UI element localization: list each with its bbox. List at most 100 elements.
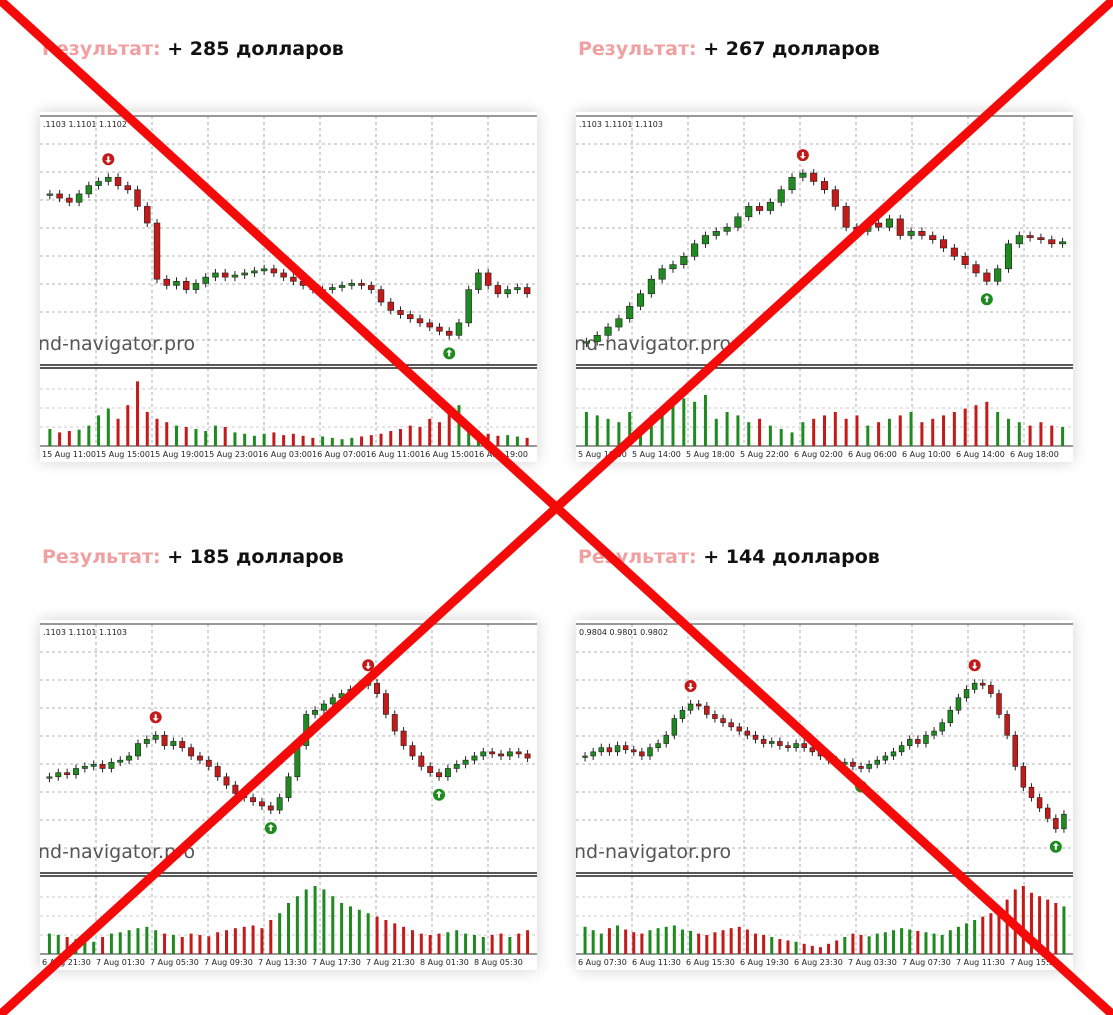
volume-bar	[997, 906, 1001, 954]
candle	[153, 222, 161, 280]
candle	[788, 176, 796, 191]
buy-signal	[443, 347, 456, 360]
volume-bar	[1005, 899, 1009, 954]
volume-bar	[67, 431, 71, 446]
candle	[170, 741, 177, 746]
signal-arrow	[446, 349, 453, 357]
volume-bar	[366, 913, 370, 954]
volume-bar	[823, 415, 826, 446]
candle	[639, 751, 645, 757]
volume-bar	[233, 928, 237, 954]
volume-bar	[350, 437, 354, 446]
candle	[445, 330, 453, 336]
candle	[267, 805, 274, 811]
candle	[514, 287, 521, 290]
candle	[593, 335, 601, 342]
candle	[46, 193, 54, 196]
candle	[416, 318, 424, 324]
chart-panel: .1103 1.1101 1.1103 nd-navigator.pro 5 Aug…	[576, 112, 1073, 462]
volume-bar	[118, 932, 122, 954]
volume-bar	[924, 932, 928, 954]
volume-bar	[437, 933, 441, 954]
candle	[606, 747, 613, 753]
candle	[391, 714, 398, 732]
candle	[647, 278, 655, 295]
candle	[736, 726, 743, 732]
candle	[426, 322, 433, 328]
result-title: Результат: + 285 долларов	[42, 38, 344, 60]
candle	[842, 206, 850, 228]
candle	[377, 289, 385, 303]
x-tick-label: 15 Aug 15:00	[96, 450, 150, 459]
x-tick-label: 7 Aug 07:30	[902, 958, 951, 967]
candle	[250, 797, 257, 803]
sell-signal	[102, 153, 115, 166]
candle	[183, 280, 190, 290]
volume-bar	[291, 433, 295, 446]
volume-bar	[866, 425, 870, 446]
candle	[1028, 786, 1035, 798]
x-tick-label: 5 Aug 14:00	[632, 450, 681, 459]
candle	[831, 189, 839, 207]
volume-bar	[725, 412, 729, 446]
buy-signal	[1049, 840, 1062, 853]
x-tick-label: 6 Aug 11:30	[632, 958, 681, 967]
candle	[409, 745, 416, 757]
candle	[918, 231, 926, 236]
candle	[368, 285, 375, 290]
candle	[972, 264, 980, 274]
candle	[475, 272, 482, 290]
x-tick-label: 7 Aug 13:30	[258, 958, 307, 967]
candle	[99, 764, 106, 769]
candle	[489, 751, 496, 755]
volume-bar	[189, 933, 193, 954]
candle	[436, 772, 442, 778]
candle	[163, 278, 170, 286]
candle	[906, 739, 913, 746]
x-tick-label: 5 Aug 22:00	[740, 450, 789, 459]
chart: .1103 1.1101 1.1103 nd-navigator.pro 6 Aug…	[40, 623, 537, 967]
volume-bar	[607, 928, 611, 954]
candle	[85, 185, 93, 195]
volume-bar	[843, 937, 847, 954]
volume-bar	[1062, 906, 1066, 954]
candle	[766, 201, 774, 211]
candle	[173, 280, 180, 286]
candle	[276, 797, 283, 811]
volume-bar	[83, 940, 87, 954]
volume-bar	[778, 939, 782, 954]
candle	[809, 747, 816, 753]
volume-bar	[786, 940, 790, 954]
volume-bar	[106, 408, 110, 446]
volume-bar	[974, 405, 978, 446]
volume-bar	[269, 920, 273, 954]
volume-bar	[282, 435, 286, 446]
volume-bar	[109, 933, 113, 954]
x-tick-label: 6 Aug 07:30	[578, 958, 627, 967]
volume-bar	[584, 412, 588, 446]
candle	[338, 285, 346, 288]
volume-bar	[606, 418, 610, 446]
volume-bar	[204, 431, 208, 446]
candle	[647, 747, 653, 757]
candle	[232, 784, 239, 794]
candle	[179, 741, 186, 748]
volume-bar	[703, 395, 707, 446]
candle	[231, 274, 239, 278]
volume-bar	[851, 933, 855, 954]
candle	[161, 734, 168, 746]
candle	[358, 283, 365, 286]
volume-bar	[272, 432, 276, 446]
volume-bar	[981, 916, 985, 954]
candle	[515, 751, 522, 755]
volume-bar	[47, 933, 51, 954]
volume-bar	[301, 435, 305, 446]
watermark: nd-navigator.pro	[576, 841, 731, 863]
candle	[614, 745, 621, 753]
x-tick-label: 6 Aug 21:30	[42, 958, 91, 967]
volume-bar	[867, 936, 871, 954]
chart: .1103 1.1101 1.1102 nd-navigator.pro 15 Au…	[40, 115, 537, 459]
signal-arrow	[436, 790, 443, 798]
volume-bar	[322, 889, 326, 954]
volume-bar	[1050, 425, 1054, 446]
